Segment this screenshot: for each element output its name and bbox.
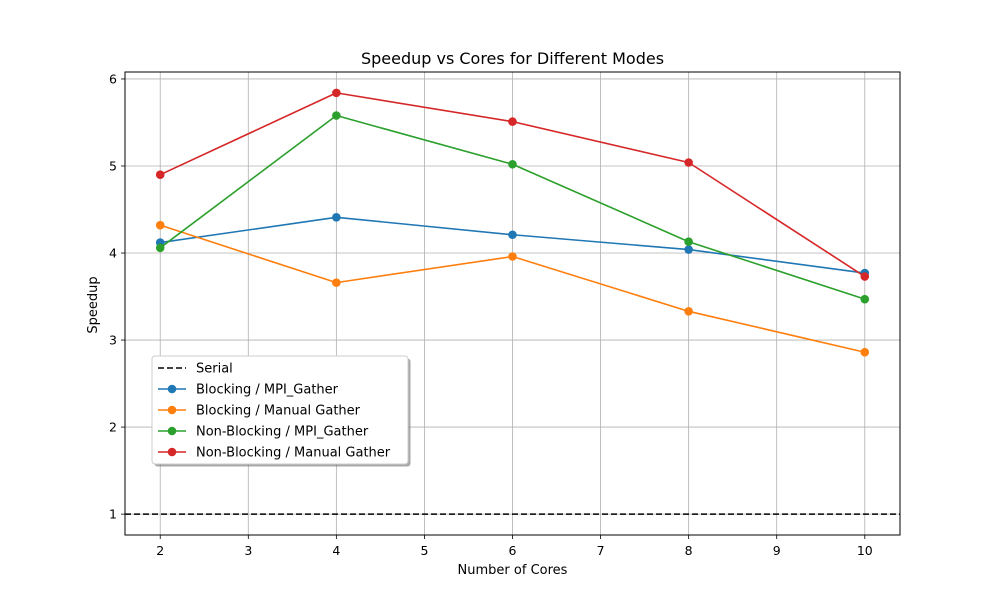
data-point <box>684 307 693 316</box>
series-3 <box>155 88 870 281</box>
x-tick-label: 3 <box>244 543 252 558</box>
data-point <box>508 159 517 169</box>
data-point <box>684 237 693 247</box>
chart-title: Speedup vs Cores for Different Modes <box>361 49 664 68</box>
x-tick-label: 8 <box>685 543 693 558</box>
legend-marker <box>167 447 177 457</box>
data-point <box>332 111 341 120</box>
y-tick-label: 2 <box>109 420 117 435</box>
series-layer <box>155 88 870 357</box>
data-point <box>860 347 870 357</box>
data-point <box>860 294 870 304</box>
y-axis-ticks: 1 2 3 4 5 6 <box>109 71 125 522</box>
x-tick-label: 7 <box>597 543 605 558</box>
legend-marker <box>167 384 177 394</box>
data-point <box>155 170 165 179</box>
y-axis-label: Speedup <box>86 276 101 333</box>
data-point <box>155 220 165 230</box>
legend: Serial Blocking / MPI_Gather Blocking / Ma… <box>151 355 411 467</box>
legend-marker <box>167 405 177 415</box>
legend-label: Blocking / MPI_Gather <box>196 383 339 398</box>
legend-box <box>151 355 409 465</box>
series-2 <box>155 111 870 304</box>
x-tick-label: 5 <box>420 543 428 558</box>
legend-label: Non-Blocking / MPI_Gather <box>196 425 369 440</box>
y-tick-label: 4 <box>109 246 117 261</box>
data-point <box>684 245 693 254</box>
x-tick-label: 6 <box>509 543 517 558</box>
y-tick-label: 6 <box>109 71 117 86</box>
data-point <box>332 88 341 98</box>
data-point <box>155 243 165 253</box>
x-tick-label: 4 <box>332 543 340 558</box>
legend-label: Serial <box>196 362 233 377</box>
legend-label: Non-Blocking / Manual Gather <box>196 446 391 461</box>
data-point <box>332 278 341 287</box>
x-tick-label: 10 <box>857 543 873 558</box>
data-point <box>508 252 517 261</box>
data-point <box>332 213 341 222</box>
x-axis-label: Number of Cores <box>458 563 568 578</box>
x-tick-label: 9 <box>773 543 781 558</box>
legend-label: Blocking / Manual Gather <box>196 404 361 419</box>
y-tick-label: 5 <box>109 158 117 173</box>
series-1 <box>155 220 870 357</box>
data-point <box>860 272 870 281</box>
data-point <box>508 230 517 240</box>
data-point <box>684 158 693 167</box>
legend-marker <box>167 426 177 436</box>
data-point <box>508 117 517 126</box>
y-tick-label: 3 <box>109 333 117 348</box>
x-tick-label: 2 <box>156 543 164 558</box>
x-axis-ticks: 2 3 4 5 6 7 8 9 10 <box>156 535 873 558</box>
y-tick-label: 1 <box>109 507 117 522</box>
